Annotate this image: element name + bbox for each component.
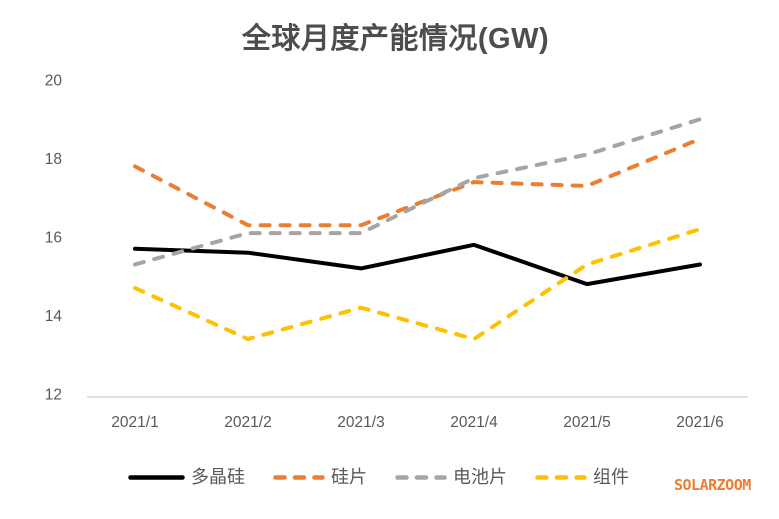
legend-label: 多晶硅 [191,467,245,487]
legend-item-多晶硅: 多晶硅 [128,466,245,488]
x-axis-tick-label: 2021/1 [111,414,158,431]
x-axis-tick-label: 2021/6 [676,414,723,431]
x-axis-tick-label: 2021/4 [450,414,498,431]
series-line-组件 [133,227,702,342]
x-axis-tick-label: 2021/3 [337,414,384,431]
legend-line-sample [395,474,447,480]
legend-item-电池片: 电池片 [395,466,507,488]
legend-item-组件: 组件 [535,466,629,488]
legend-line-sample [535,474,587,480]
series-line-硅片 [133,136,702,228]
legend: 多晶硅 硅片 电池片 组件 [128,466,629,488]
y-axis-tick-label: 12 [45,387,62,404]
legend-label: 组件 [593,467,629,487]
y-axis-tick-label: 20 [45,73,63,90]
legend-label: 电池片 [453,467,507,487]
x-axis-tick-label: 2021/2 [224,414,271,431]
legend-item-硅片: 硅片 [273,466,367,488]
legend-label: 硅片 [331,467,367,487]
y-axis-tick-label: 16 [45,230,62,247]
watermark: SOLARZOOM [674,476,751,494]
series-line-多晶硅 [133,242,702,287]
legend-line-sample [273,474,325,480]
y-axis-tick-label: 18 [45,151,62,168]
x-axis-tick-label: 2021/5 [563,414,610,431]
y-axis-tick-label: 14 [45,308,63,325]
legend-line-sample [128,474,185,480]
series-line-电池片 [133,117,702,267]
chart-title: 全球月度产能情况(GW) [241,23,550,55]
